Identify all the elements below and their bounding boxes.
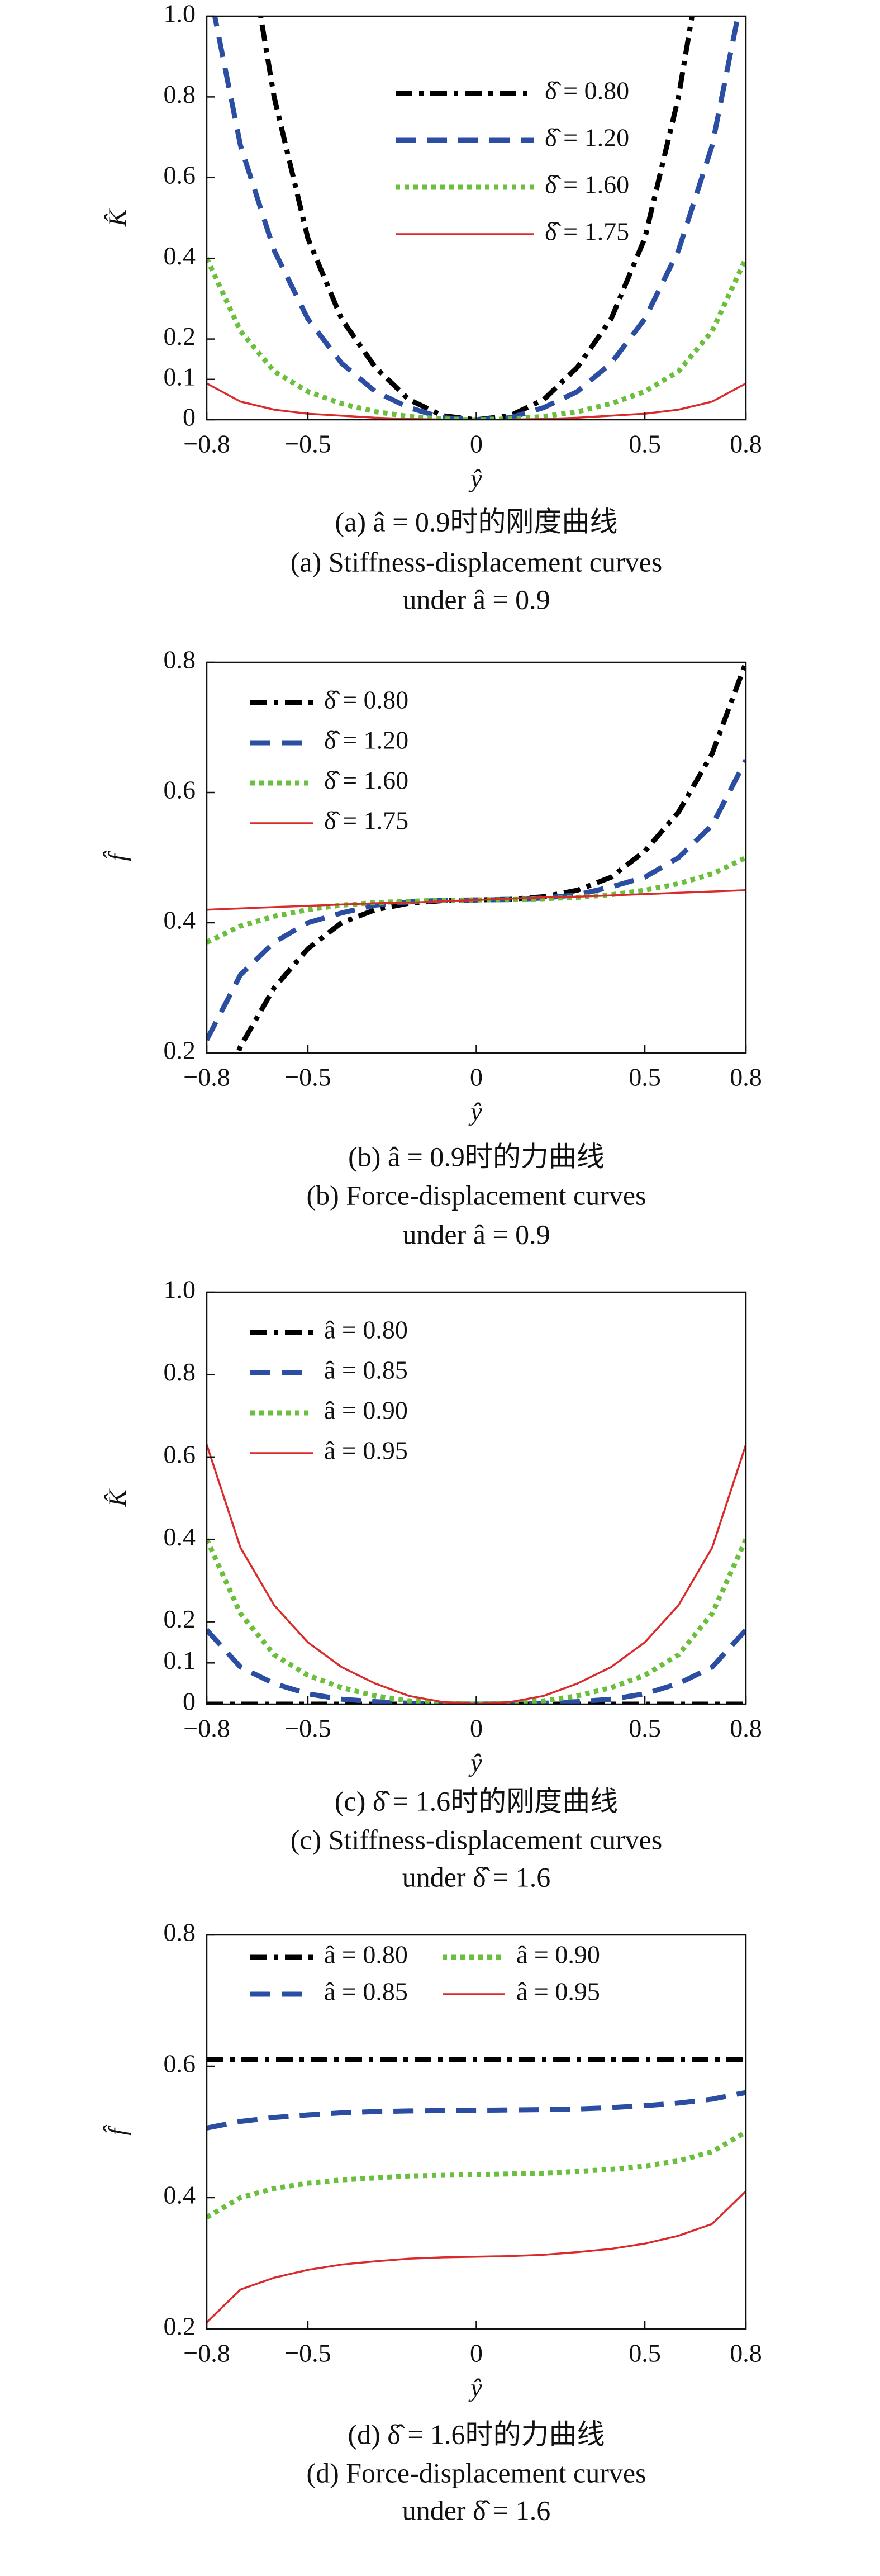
x-tick-label: 0.5 bbox=[629, 1063, 661, 1092]
x-axis-label: ŷ bbox=[468, 2374, 482, 2402]
legend-label: â = 0.80 bbox=[324, 1941, 408, 1969]
x-tick-label: 0.8 bbox=[730, 1063, 762, 1092]
y-tick-label: 0.8 bbox=[164, 1358, 196, 1386]
caption: under δ̂ = 1.6 bbox=[402, 2494, 551, 2526]
x-tick-label: −0.8 bbox=[183, 1714, 230, 1743]
x-tick-label: −0.8 bbox=[183, 430, 230, 458]
legend-label: â = 0.90 bbox=[324, 1396, 408, 1425]
caption: (d) δ̂ = 1.6时的力曲线 bbox=[348, 2418, 605, 2450]
caption: (a) â = 0.9时的刚度曲线 bbox=[335, 506, 618, 537]
legend-label: â = 0.80 bbox=[324, 1316, 408, 1344]
legend-label: δ̂ = 1.75 bbox=[324, 807, 408, 835]
chart: −0.8 −0.5 0 0.5 0.8 0 0.1 0.2 0.4 0.6 0.8 1.0 ŷ K̂ â =… bbox=[103, 1275, 762, 1893]
caption: under δ̂ = 1.6 bbox=[402, 1861, 551, 1892]
y-tick-label: 0.6 bbox=[164, 1440, 196, 1468]
y-tick-label: 0.2 bbox=[164, 2312, 196, 2341]
x-axis-label: ŷ bbox=[468, 464, 482, 493]
y-tick-label: 0.8 bbox=[164, 80, 196, 108]
series-line bbox=[207, 855, 746, 945]
series-line bbox=[207, 1538, 746, 1704]
y-tick-label: 0 bbox=[183, 403, 196, 431]
x-tick-label: 0.8 bbox=[730, 1714, 762, 1743]
y-tick-label: 0.8 bbox=[164, 646, 196, 674]
x-tick-label: −0.8 bbox=[183, 1063, 230, 1092]
x-tick-label: −0.5 bbox=[284, 1714, 331, 1743]
caption: (b) â = 0.9时的力曲线 bbox=[348, 1141, 605, 1172]
chart: −0.8 −0.5 0 0.5 0.8 0.2 0.4 0.6 0.8 ŷ f̂ â = 0.80 â … bbox=[103, 1918, 762, 2526]
legend-label: δ̂ = 1.20 bbox=[324, 726, 408, 755]
x-tick-label: 0.5 bbox=[629, 2339, 661, 2368]
y-tick-label: 0.4 bbox=[164, 2181, 196, 2209]
x-tick-label: 0.8 bbox=[730, 430, 762, 458]
caption: (b) Force-displacement curves bbox=[306, 1179, 646, 1211]
x-tick-label: −0.5 bbox=[284, 430, 331, 458]
y-tick-label: 0.6 bbox=[164, 776, 196, 804]
chart: −0.8 −0.5 0 0.5 0.8 0.2 0.4 0.6 0.8 ŷ f̂ δ̂ = 0.80 δ… bbox=[103, 646, 762, 1250]
legend-label: â = 0.85 bbox=[324, 1977, 408, 2006]
series-line bbox=[207, 1628, 746, 1704]
x-tick-label: 0 bbox=[470, 1714, 483, 1743]
x-tick-label: −0.5 bbox=[284, 1063, 331, 1092]
y-axis-label: K̂ bbox=[103, 208, 132, 227]
series-line bbox=[207, 1444, 746, 1704]
y-tick-label: 0.6 bbox=[164, 160, 196, 189]
y-tick-label: 0.2 bbox=[164, 1036, 196, 1065]
y-tick-label: 0.2 bbox=[164, 322, 196, 350]
caption: (c) δ̂ = 1.6时的刚度曲线 bbox=[335, 1785, 618, 1816]
y-tick-label: 0.1 bbox=[164, 1646, 196, 1674]
series-line bbox=[207, 257, 746, 420]
legend-label: δ̂ = 1.75 bbox=[545, 217, 629, 246]
series-line bbox=[207, 889, 746, 911]
plot-frame bbox=[206, 1291, 747, 1705]
legend-label: â = 0.85 bbox=[324, 1356, 408, 1384]
caption: under â = 0.9 bbox=[402, 583, 550, 615]
x-axis-label: ŷ bbox=[468, 1749, 482, 1777]
y-tick-label: 0.6 bbox=[164, 2050, 196, 2078]
y-tick-label: 0.4 bbox=[164, 906, 196, 934]
legend-label: δ̂ = 0.80 bbox=[545, 77, 629, 105]
legend-label: â = 0.95 bbox=[516, 1977, 600, 2006]
plot-frame bbox=[206, 15, 747, 421]
caption: (d) Force-displacement curves bbox=[306, 2457, 646, 2488]
x-tick-label: −0.8 bbox=[183, 2339, 230, 2368]
y-tick-label: 0.1 bbox=[164, 362, 196, 391]
series-line bbox=[207, 382, 746, 420]
x-tick-label: 0.5 bbox=[629, 1714, 661, 1743]
x-tick-label: 0 bbox=[470, 1063, 483, 1092]
y-tick-label: 0.4 bbox=[164, 241, 196, 270]
y-tick-label: 1.0 bbox=[164, 0, 196, 28]
x-tick-label: 0 bbox=[470, 2339, 483, 2368]
series-line bbox=[258, 16, 695, 420]
chart: −0.8 −0.5 0 0.5 0.8 0 0.1 0.2 0.4 0.6 0.8 1.0 ŷ K̂ δ̂ … bbox=[103, 0, 762, 615]
y-axis-label: f̂ bbox=[103, 2124, 132, 2136]
legend-label: δ̂ = 0.80 bbox=[324, 686, 408, 714]
y-tick-label: 0.4 bbox=[164, 1522, 196, 1551]
y-tick-label: 0 bbox=[183, 1687, 196, 1716]
plot-frame bbox=[206, 661, 747, 1054]
caption: (a) Stiffness-displacement curves bbox=[291, 546, 663, 577]
y-axis-label: K̂ bbox=[103, 1488, 132, 1507]
x-axis-label: ŷ bbox=[468, 1098, 482, 1126]
series-line bbox=[207, 2129, 746, 2220]
x-tick-label: 0 bbox=[470, 430, 483, 458]
legend-label: â = 0.90 bbox=[516, 1941, 600, 1969]
y-axis-label: f̂ bbox=[103, 850, 132, 861]
caption: under â = 0.9 bbox=[402, 1218, 550, 1250]
caption: (c) Stiffness-displacement curves bbox=[291, 1824, 663, 1855]
legend-label: δ̂ = 1.20 bbox=[545, 124, 629, 152]
x-tick-label: −0.5 bbox=[284, 2339, 331, 2368]
y-tick-label: 1.0 bbox=[164, 1275, 196, 1304]
series-line bbox=[207, 2090, 746, 2131]
x-tick-label: 0.8 bbox=[730, 2339, 762, 2368]
y-tick-label: 0.2 bbox=[164, 1605, 196, 1633]
legend-label: δ̂ = 1.60 bbox=[545, 170, 629, 199]
series-line bbox=[212, 16, 741, 420]
y-tick-label: 0.8 bbox=[164, 1918, 196, 1947]
legend-label: â = 0.95 bbox=[324, 1436, 408, 1465]
legend-label: δ̂ = 1.60 bbox=[324, 766, 408, 795]
x-tick-label: 0.5 bbox=[629, 430, 661, 458]
series-line bbox=[207, 2190, 746, 2323]
